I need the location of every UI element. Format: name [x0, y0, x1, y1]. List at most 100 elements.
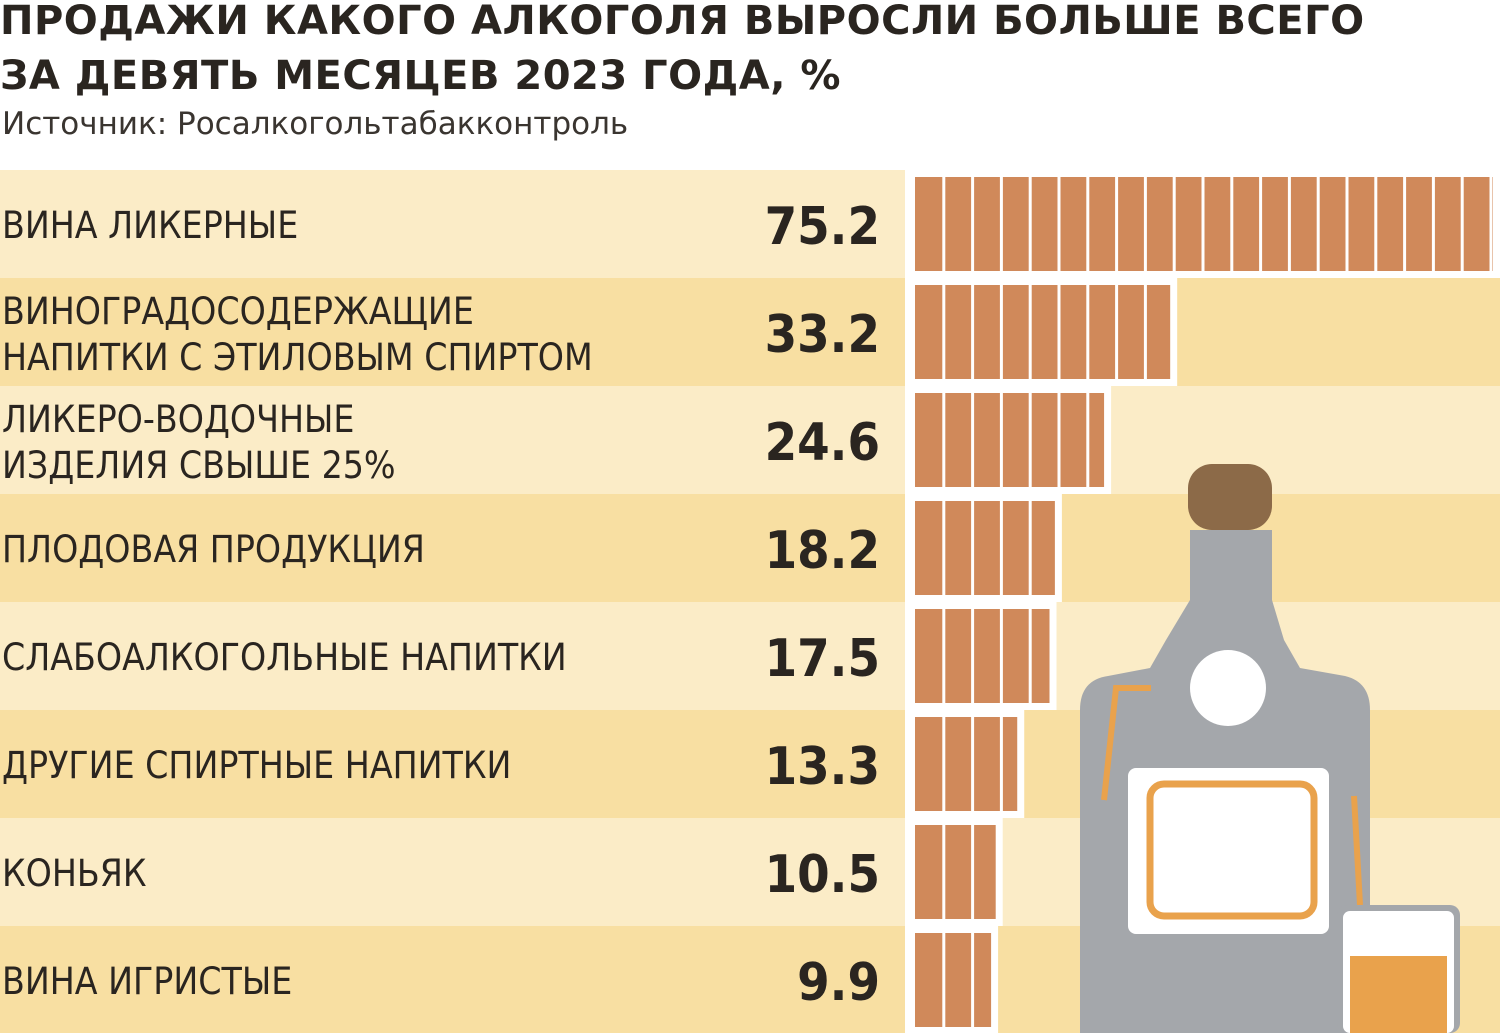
bottle-circle-decal: [1190, 650, 1266, 726]
bar-cell-divider: [971, 933, 975, 1027]
bar: [910, 494, 1062, 602]
bar-cell-divider: [1460, 177, 1464, 271]
bar-cell-divider: [942, 825, 946, 919]
category-label-line: ИЗДЕЛИЯ СВЫШЕ 25%: [2, 444, 396, 487]
category-label: ДРУГИЕ СПИРТНЫЕ НАПИТКИ: [2, 744, 511, 787]
bar: [910, 386, 1112, 494]
bar: [910, 170, 1500, 278]
value-label: 33.2: [765, 305, 880, 365]
bar: [910, 926, 999, 1033]
bar-cell-divider: [971, 393, 975, 487]
bar: [910, 278, 1178, 386]
row-separator: [905, 170, 912, 278]
bar-cell-divider: [1086, 393, 1090, 487]
bar-cell-divider: [1172, 177, 1176, 271]
category-label-line: ЛИКЕРО-ВОДОЧНЫЕ: [2, 398, 354, 441]
bar-cell-divider: [971, 177, 975, 271]
value-label: 18.2: [765, 521, 880, 581]
bar-cell-divider: [1230, 177, 1234, 271]
category-label: КОНЬЯК: [2, 852, 146, 895]
bottle-illustration: [1080, 464, 1460, 1033]
bottle-highlight-right: [1351, 795, 1363, 906]
bar-cell-divider: [1489, 177, 1493, 271]
value-label: 10.5: [765, 845, 880, 905]
category-label-line: КОНЬЯК: [2, 852, 146, 895]
bars-group: [910, 170, 1500, 1033]
bar-cell-divider: [1316, 177, 1320, 271]
row-separator: [905, 278, 912, 386]
bar-cell-divider: [1143, 285, 1147, 379]
row-background: [0, 278, 1500, 386]
category-labels: ВИНА ЛИКЕРНЫЕ ВИНОГРАДОСОДЕРЖАЩИЕ НАПИТКИ …: [2, 204, 593, 1003]
bar-cell-divider: [1028, 393, 1032, 487]
value-label: 9.9: [797, 953, 880, 1013]
row-separator: [905, 926, 912, 1033]
bar-cell-divider: [1086, 177, 1090, 271]
row-separator: [905, 818, 912, 926]
bar-cell-divider: [971, 609, 975, 703]
bar-fill: [915, 933, 992, 1027]
bar-fill: [915, 285, 1171, 379]
bar-cell-divider: [1374, 177, 1378, 271]
bar-cell-divider: [1057, 177, 1061, 271]
bar-cell-divider: [971, 825, 975, 919]
bar-cell-divider: [971, 501, 975, 595]
bar-cell-divider: [1259, 177, 1263, 271]
bottle-label-frame: [1146, 780, 1318, 920]
category-label-line: НАПИТКИ С ЭТИЛОВЫМ СПИРТОМ: [2, 336, 593, 379]
bar-fill: [915, 609, 1050, 703]
row-separator: [905, 386, 912, 494]
bottle-highlight-left: [1101, 685, 1151, 801]
bar: [910, 602, 1057, 710]
category-label-line: ПЛОДОВАЯ ПРОДУКЦИЯ: [2, 528, 425, 571]
bar-cell-divider: [942, 393, 946, 487]
bar-cell-divider: [1028, 501, 1032, 595]
bar-cell-divider: [999, 393, 1003, 487]
bar-cell-divider: [942, 933, 946, 1027]
category-label-line: СЛАБОАЛКОГОЛЬНЫЕ НАПИТКИ: [2, 636, 567, 679]
bar-cell-divider: [999, 285, 1003, 379]
bar-cell-divider: [1431, 177, 1435, 271]
value-label: 75.2: [765, 197, 880, 257]
bar-cell-divider: [1345, 177, 1349, 271]
category-label: ПЛОДОВАЯ ПРОДУКЦИЯ: [2, 528, 425, 571]
bar-cell-divider: [942, 177, 946, 271]
glass-drink: [1350, 956, 1447, 1033]
bar-cell-divider: [942, 501, 946, 595]
value-label: 24.6: [765, 413, 880, 473]
chart-title-line-1: ПРОДАЖИ КАКОГО АЛКОГОЛЯ ВЫРОСЛИ БОЛЬШЕ В…: [0, 0, 1365, 44]
category-label: ВИНА ИГРИСТЫЕ: [2, 960, 292, 1003]
category-label: ЛИКЕРО-ВОДОЧНЫЕ ИЗДЕЛИЯ СВЫШЕ 25%: [2, 398, 396, 487]
bar-cell-divider: [942, 609, 946, 703]
bar-cell-divider: [1086, 285, 1090, 379]
chart-title-line-2: ЗА ДЕВЯТЬ МЕСЯЦЕВ 2023 ГОДА, %: [0, 53, 841, 99]
bar: [910, 818, 1003, 926]
bar-fill: [915, 501, 1055, 595]
bottle-cork: [1188, 464, 1272, 530]
category-label: ВИНА ЛИКЕРНЫЕ: [2, 204, 298, 247]
category-label-line: ВИНОГРАДОСОДЕРЖАЩИЕ: [2, 290, 474, 333]
value-label: 17.5: [765, 629, 880, 689]
bar-cell-divider: [1287, 177, 1291, 271]
bar-fill: [915, 393, 1105, 487]
category-label: ВИНОГРАДОСОДЕРЖАЩИЕ НАПИТКИ С ЭТИЛОВЫМ СП…: [2, 290, 593, 379]
bar-cell-divider: [999, 177, 1003, 271]
bar-cell-divider: [1201, 177, 1205, 271]
chart-source: Источник: Росалкогольтабакконтроль: [2, 106, 629, 142]
bar-cell-divider: [942, 717, 946, 811]
bar-cell-divider: [942, 285, 946, 379]
bar-cell-divider: [1028, 177, 1032, 271]
bar-cell-divider: [1115, 177, 1119, 271]
row-separator: [905, 602, 912, 710]
value-label: 13.3: [765, 737, 880, 797]
bar-cell-divider: [1403, 177, 1407, 271]
bar-cell-divider: [1115, 285, 1119, 379]
bar-cell-divider: [1028, 285, 1032, 379]
bar-cell-divider: [1057, 285, 1061, 379]
chart-title: ПРОДАЖИ КАКОГО АЛКОГОЛЯ ВЫРОСЛИ БОЛЬШЕ В…: [0, 0, 1490, 104]
bar-cell-divider: [1057, 393, 1061, 487]
bar-cell-divider: [1143, 177, 1147, 271]
bar-cell-divider: [999, 501, 1003, 595]
bottle-label: [1128, 768, 1329, 934]
